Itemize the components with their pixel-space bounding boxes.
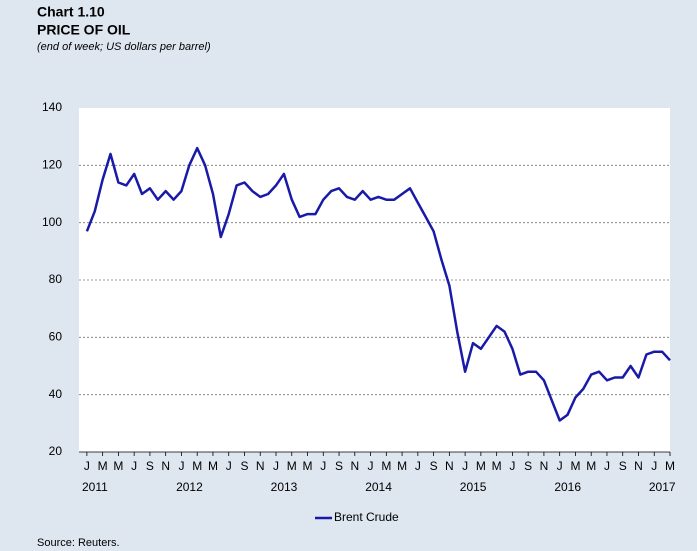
year-label: 2016 (554, 480, 581, 494)
x-tick-label: J (226, 459, 232, 473)
x-tick-label: S (335, 459, 343, 473)
y-tick-label: 100 (42, 215, 62, 229)
x-tick-label: S (430, 459, 438, 473)
x-tick-label: S (146, 459, 154, 473)
x-tick-label: N (445, 459, 454, 473)
data-line (85, 146, 671, 422)
x-tick-label: J (651, 459, 657, 473)
year-label: 2015 (460, 480, 487, 494)
x-tick-label: M (665, 459, 675, 473)
year-label: 2014 (365, 480, 392, 494)
year-label: 2017 (649, 480, 676, 494)
y-tick-label: 40 (49, 387, 63, 401)
x-tick-label: J (462, 459, 468, 473)
chart-title: Chart 1.10 (37, 4, 105, 20)
x-tick-label: J (557, 459, 563, 473)
chart-subtitle: PRICE OF OIL (37, 22, 131, 38)
x-tick-label: S (619, 459, 627, 473)
x-tick-label: M (586, 459, 596, 473)
y-tick-label: 80 (49, 272, 63, 286)
source: Source: Reuters. (37, 537, 120, 549)
x-tick-label: N (256, 459, 265, 473)
chart-note: (end of week; US dollars per barrel) (37, 41, 211, 53)
x-tick-label: M (98, 459, 108, 473)
x-tick-label: N (161, 459, 170, 473)
x-tick-label: J (368, 459, 374, 473)
x-tick-label: S (524, 459, 532, 473)
y-tick-label: 140 (42, 100, 62, 114)
x-tick-label: M (397, 459, 407, 473)
x-tick-label: J (273, 459, 279, 473)
x-tick-label: M (192, 459, 202, 473)
x-tick-label: M (476, 459, 486, 473)
x-tick-label: M (570, 459, 580, 473)
x-tick-label: N (350, 459, 359, 473)
year-label: 2012 (176, 480, 203, 494)
y-tick-label: 120 (42, 158, 62, 172)
x-tick-label: J (320, 459, 326, 473)
x-tick-label: M (208, 459, 218, 473)
x-tick-label: J (415, 459, 421, 473)
x-tick-label: N (540, 459, 549, 473)
x-tick-label: M (381, 459, 391, 473)
x-tick-label: M (492, 459, 502, 473)
x-tick-label: J (604, 459, 610, 473)
x-tick-label: M (287, 459, 297, 473)
x-tick-label: J (131, 459, 137, 473)
x-tick-label: M (113, 459, 123, 473)
x-tick-label: J (84, 459, 90, 473)
y-tick-label: 20 (49, 444, 63, 458)
x-tick-label: J (509, 459, 515, 473)
year-label: 2011 (82, 480, 108, 494)
y-tick-label: 60 (49, 330, 63, 344)
x-tick-label: S (240, 459, 248, 473)
x-tick-label: N (634, 459, 643, 473)
legend-label: Brent Crude (334, 510, 399, 524)
x-tick-label: J (178, 459, 184, 473)
x-tick-label: M (303, 459, 313, 473)
year-label: 2013 (271, 480, 298, 494)
